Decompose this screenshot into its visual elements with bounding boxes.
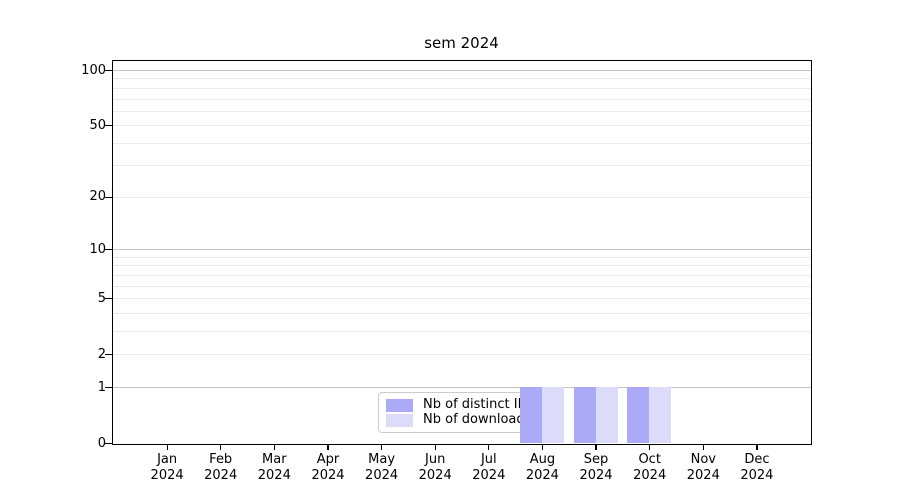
y-tick-label: 2: [97, 346, 106, 362]
x-tick-month: Sep: [583, 452, 609, 467]
bar-downloads: [595, 387, 618, 443]
x-tick-month: Mar: [262, 452, 287, 467]
x-tick-month: Dec: [744, 452, 770, 467]
x-tick-month: Jul: [480, 452, 497, 467]
x-tick-mark: [649, 445, 651, 450]
legend: Nb of distinct IPs Nb of downloads: [378, 392, 542, 433]
x-tick-month: May: [368, 452, 396, 467]
x-tick-mark: [220, 445, 222, 450]
x-tick-mark: [756, 445, 758, 450]
x-tick-label: Jun 2024: [403, 452, 467, 484]
x-tick-label: Jan 2024: [135, 452, 199, 484]
x-tick-year: 2024: [365, 468, 399, 483]
x-tick-mark: [381, 445, 383, 450]
legend-label: Nb of downloads: [423, 412, 532, 427]
y-minor-gridline: [113, 125, 811, 127]
legend-swatch-icon: [386, 413, 413, 427]
x-tick-label: Oct 2024: [618, 452, 682, 484]
y-tick-mark: [105, 354, 112, 356]
x-tick-year: 2024: [633, 468, 667, 483]
bar-distinct-ips: [627, 387, 650, 443]
x-tick-year: 2024: [150, 468, 184, 483]
x-tick-year: 2024: [686, 468, 720, 483]
x-tick-month: Feb: [209, 452, 233, 467]
y-tick-label: 1: [97, 379, 106, 395]
y-minor-gridline: [113, 285, 811, 287]
x-tick-year: 2024: [525, 468, 559, 483]
x-tick-label: Mar 2024: [242, 452, 306, 484]
x-tick-month: Apr: [316, 452, 340, 467]
y-minor-gridline: [113, 196, 811, 198]
y-minor-gridline: [113, 142, 811, 144]
y-minor-gridline: [113, 331, 811, 332]
x-tick-mark: [327, 445, 329, 450]
x-tick-mark: [273, 445, 275, 450]
x-tick-year: 2024: [311, 468, 345, 483]
x-tick-mark: [166, 445, 168, 450]
legend-row: Nb of distinct IPs: [386, 398, 533, 412]
x-tick-year: 2024: [579, 468, 613, 483]
y-minor-gridline: [113, 354, 811, 356]
bar-distinct-ips: [519, 387, 542, 443]
x-tick-year: 2024: [740, 468, 774, 483]
y-tick-mark: [105, 442, 112, 445]
y-tick-mark: [105, 298, 112, 300]
x-tick-label: May 2024: [350, 452, 414, 484]
x-tick-year: 2024: [418, 468, 452, 483]
y-tick-mark: [105, 196, 112, 199]
legend-row: Nb of downloads: [386, 413, 533, 427]
y-minor-gridline: [113, 87, 811, 89]
y-tick-label: 0: [97, 435, 106, 451]
y-tick-mark: [105, 249, 112, 251]
y-tick-label: 10: [89, 241, 106, 257]
bar-downloads: [649, 387, 672, 443]
bar-distinct-ips: [573, 387, 596, 443]
bar-downloads: [541, 387, 564, 443]
y-tick-label: 5: [97, 290, 106, 306]
y-minor-gridline: [113, 274, 811, 276]
y-tick-label: 100: [81, 62, 106, 78]
x-tick-month: Aug: [529, 452, 556, 467]
y-minor-gridline: [113, 312, 811, 314]
y-minor-gridline: [113, 256, 811, 258]
x-tick-label: Dec 2024: [725, 452, 789, 484]
x-tick-year: 2024: [204, 468, 238, 483]
y-tick-label: 20: [89, 189, 106, 205]
x-tick-label: Sep 2024: [564, 452, 628, 484]
x-tick-mark: [541, 445, 544, 450]
x-tick-mark: [702, 445, 704, 450]
y-major-gridline: [113, 387, 811, 388]
x-tick-label: Apr 2024: [296, 452, 360, 484]
x-tick-label: Aug 2024: [510, 452, 574, 484]
x-tick-label: Feb 2024: [189, 452, 253, 484]
y-major-gridline: [113, 70, 811, 71]
plot-area: Nb of distinct IPs Nb of downloads: [112, 60, 812, 445]
y-minor-gridline: [113, 298, 811, 300]
x-tick-mark: [434, 445, 436, 450]
y-tick-mark: [105, 69, 112, 72]
x-tick-year: 2024: [257, 468, 291, 483]
x-tick-mark: [488, 445, 490, 450]
y-tick-mark: [105, 386, 112, 389]
y-tick-mark: [105, 125, 112, 127]
legend-label: Nb of distinct IPs: [423, 397, 532, 412]
legend-swatch-icon: [386, 398, 413, 412]
y-minor-gridline: [113, 165, 811, 167]
x-tick-year: 2024: [472, 468, 506, 483]
y-minor-gridline: [113, 110, 811, 112]
chart-title: sem 2024: [424, 34, 499, 52]
x-tick-month: Nov: [690, 452, 716, 467]
y-minor-gridline: [113, 98, 811, 100]
x-tick-month: Jun: [425, 452, 446, 467]
y-tick-label: 50: [89, 117, 106, 133]
x-tick-month: Oct: [638, 452, 661, 467]
x-tick-label: Jul 2024: [457, 452, 521, 484]
x-tick-mark: [595, 445, 597, 450]
x-tick-label: Nov 2024: [671, 452, 735, 484]
x-tick-month: Jan: [157, 452, 178, 467]
y-minor-gridline: [113, 78, 811, 80]
y-major-gridline: [113, 249, 811, 251]
y-minor-gridline: [113, 265, 811, 267]
